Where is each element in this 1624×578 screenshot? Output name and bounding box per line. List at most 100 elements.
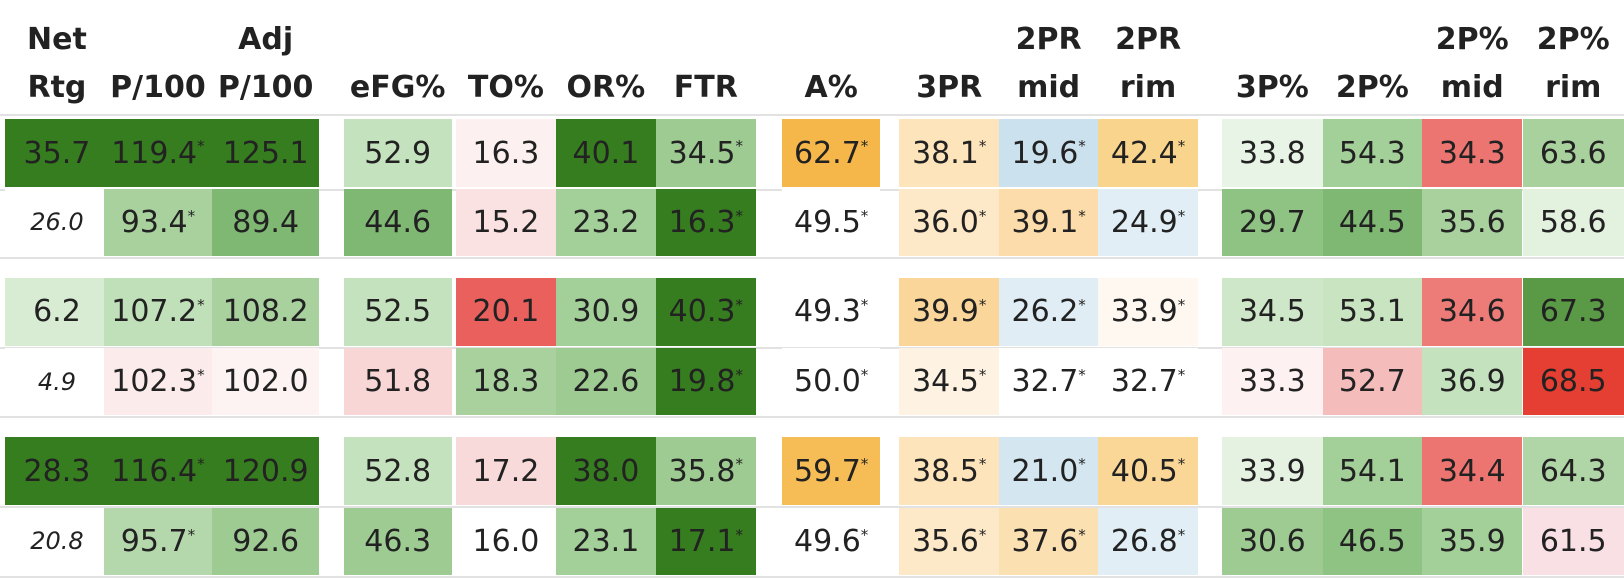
- cell-note: *: [188, 207, 196, 225]
- cell: 107.2*: [104, 278, 213, 346]
- header-line: 2P%: [1422, 16, 1522, 64]
- cell-value: 32.7: [1012, 364, 1079, 399]
- column-header: TO%: [456, 64, 556, 112]
- cell-value: 54.1: [1339, 454, 1406, 489]
- header-line: 2P%: [1523, 16, 1624, 64]
- cell-value: 28.3: [24, 454, 91, 489]
- cell-value: 52.5: [364, 294, 431, 329]
- cell-value: 16.3: [669, 205, 736, 240]
- cell: 33.3: [1222, 348, 1322, 415]
- cell-value: 16.3: [473, 136, 540, 171]
- cell-value: 33.3: [1239, 364, 1306, 399]
- cell-note: *: [735, 137, 743, 155]
- cell: 34.5*: [656, 119, 756, 187]
- cell: 52.5: [344, 278, 452, 346]
- cell-value: 19.6: [1012, 136, 1079, 171]
- cell: 59.7*: [782, 437, 880, 505]
- cell-note: *: [1178, 366, 1186, 384]
- cell-note: *: [1078, 296, 1086, 314]
- cell-note: *: [1178, 526, 1186, 544]
- column-header: eFG%: [344, 64, 452, 112]
- cell-value: 95.7: [121, 524, 188, 559]
- cell-value: 29.7: [1239, 205, 1306, 240]
- cell: 19.6*: [999, 119, 1097, 187]
- cell-value: 67.3: [1540, 294, 1607, 329]
- cell: 34.4: [1422, 437, 1522, 505]
- cell: 52.8: [344, 437, 452, 505]
- cell: 58.6: [1523, 189, 1624, 256]
- cell-value: 35.8: [669, 454, 736, 489]
- cell: 30.6: [1222, 508, 1322, 575]
- column-header: 2P%rim: [1523, 16, 1624, 112]
- cell: 50.0*: [782, 348, 880, 415]
- column-header: 2P%mid: [1422, 16, 1522, 112]
- cell: 29.7: [1222, 189, 1322, 256]
- cell: 46.3: [344, 508, 452, 575]
- header-line: Rtg: [5, 64, 109, 112]
- cell: 35.8*: [656, 437, 756, 505]
- cell: 16.3: [456, 119, 556, 187]
- header-line: OR%: [556, 64, 655, 112]
- cell-value: 23.2: [572, 205, 639, 240]
- cell: 35.9: [1422, 508, 1522, 575]
- cell-value: 35.7: [24, 136, 91, 171]
- cell-value: 46.5: [1339, 524, 1406, 559]
- cell: 24.9*: [1098, 189, 1198, 256]
- cell: 92.6: [212, 508, 319, 575]
- cell-value: 50.0: [794, 364, 861, 399]
- cell-value: 36.9: [1439, 364, 1506, 399]
- cell-note: *: [735, 296, 743, 314]
- cell: 35.6: [1422, 189, 1522, 256]
- header-line: rim: [1523, 64, 1624, 112]
- cell: 26.0: [5, 189, 109, 256]
- cell: 42.4*: [1098, 119, 1198, 187]
- cell-note: *: [861, 366, 869, 384]
- cell: 44.6: [344, 189, 452, 256]
- cell: 46.5: [1323, 508, 1422, 575]
- column-header: 2P%: [1323, 64, 1422, 112]
- header-line: Net: [5, 16, 109, 64]
- cell-value: 52.9: [364, 136, 431, 171]
- cell-value: 4.9: [38, 368, 76, 396]
- cell-value: 33.9: [1239, 454, 1306, 489]
- cell: 20.1: [456, 278, 556, 346]
- cell-note: *: [1078, 455, 1086, 473]
- header-line: 2PR: [999, 16, 1097, 64]
- column-header: OR%: [556, 64, 655, 112]
- cell: 51.8: [344, 348, 452, 415]
- header-line: 2PR: [1098, 16, 1198, 64]
- cell-value: 46.3: [364, 524, 431, 559]
- cell-note: *: [861, 455, 869, 473]
- cell: 40.3*: [656, 278, 756, 346]
- cell: 49.6*: [782, 508, 880, 575]
- cell-value: 35.6: [1439, 205, 1506, 240]
- cell-value: 125.1: [223, 136, 309, 171]
- cell-value: 36.0: [912, 205, 979, 240]
- cell-note: *: [979, 137, 987, 155]
- cell: 108.2: [212, 278, 319, 346]
- cell-value: 34.5: [669, 136, 736, 171]
- cell-value: 49.3: [794, 294, 861, 329]
- cell: 49.3*: [782, 278, 880, 346]
- cell: 63.6: [1523, 119, 1624, 187]
- cell: 120.9: [212, 437, 319, 505]
- header-line: TO%: [456, 64, 556, 112]
- cell-value: 35.6: [912, 524, 979, 559]
- cell: 17.1*: [656, 508, 756, 575]
- cell: 49.5*: [782, 189, 880, 256]
- cell-note: *: [979, 207, 987, 225]
- cell-value: 26.0: [30, 208, 83, 236]
- cell-note: *: [1078, 366, 1086, 384]
- column-header: FTR: [656, 64, 756, 112]
- cell: 40.5*: [1098, 437, 1198, 505]
- cell: 52.7: [1323, 348, 1422, 415]
- cell-value: 21.0: [1012, 454, 1079, 489]
- cell-note: *: [188, 526, 196, 544]
- column-header: 3P%: [1222, 64, 1322, 112]
- cell-value: 33.9: [1111, 294, 1178, 329]
- cell-note: *: [861, 137, 869, 155]
- cell-note: *: [1078, 526, 1086, 544]
